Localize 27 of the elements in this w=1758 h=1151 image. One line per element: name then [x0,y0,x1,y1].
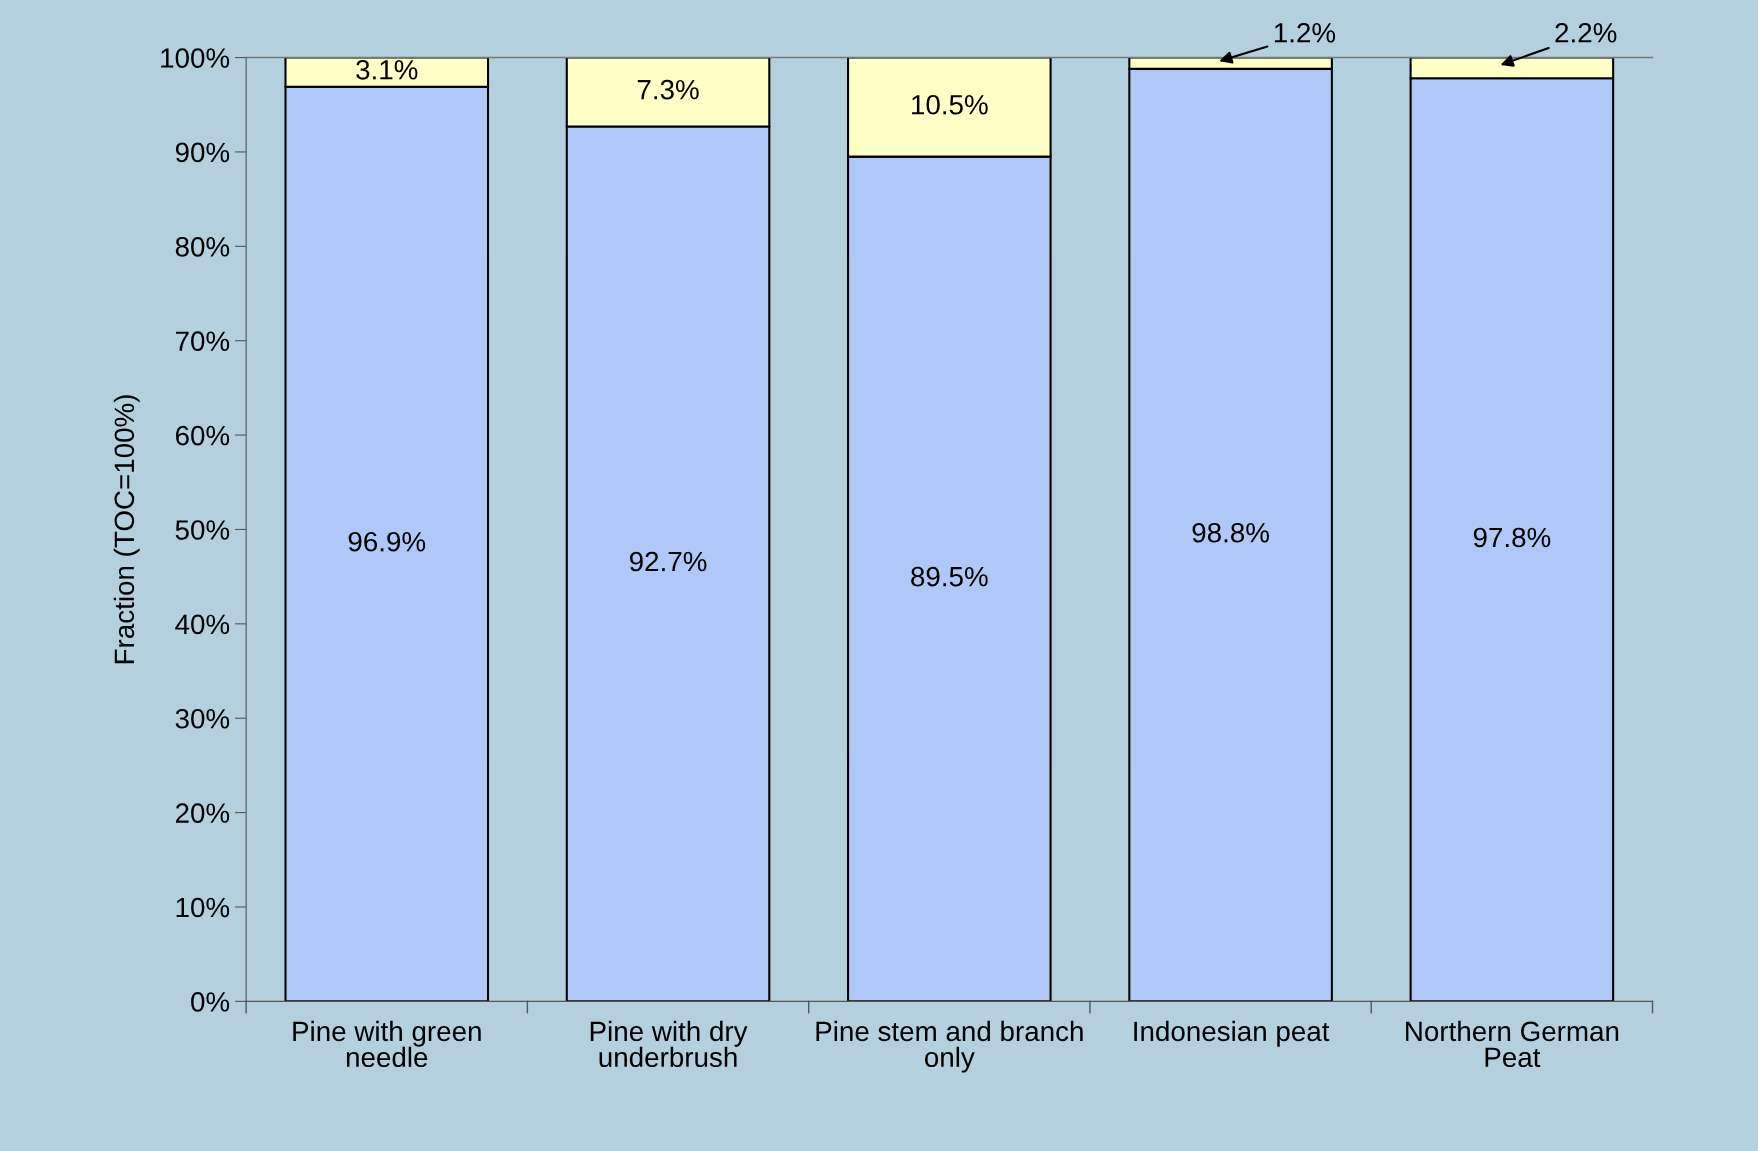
data-label: 92.7% [629,551,707,572]
x-tick-label: Northern German Peat [1406,1020,1619,1068]
data-label: 3.1% [356,59,418,80]
data-label: 98.8% [1192,522,1269,543]
x-tick-label: Indonesian peat [1134,1020,1330,1047]
y-tick-label: 20% [175,803,230,823]
y-tick-label: 100% [161,48,230,68]
y-tick-label: 0% [191,992,230,1012]
y-tick-label: 40% [175,614,230,635]
y-tick-label: 90% [175,142,230,163]
y-tick-label: 80% [175,236,230,257]
y-axis-title: Fraction (TOC=100%) [113,395,140,664]
data-label: 10.5% [912,94,988,115]
x-tick-label: Pine with dry underbrush [590,1020,748,1068]
data-label: 96.9% [348,531,426,552]
x-tick-label: Pine stem and branch only [816,1020,1083,1073]
y-tick-label: 60% [175,425,230,446]
y-tick-label: 70% [175,331,230,352]
data-label: 97.8% [1473,527,1551,548]
x-tick-label: Pine with green needle [293,1020,481,1068]
data-label: 7.3% [637,79,699,100]
y-tick-label: 10% [176,897,230,918]
data-label: 89.5% [911,566,988,587]
data-label: 2.2% [1555,22,1617,43]
y-tick-label: 30% [175,708,230,729]
data-label: 1.2% [1274,22,1336,43]
y-tick-label: 50% [175,520,230,540]
